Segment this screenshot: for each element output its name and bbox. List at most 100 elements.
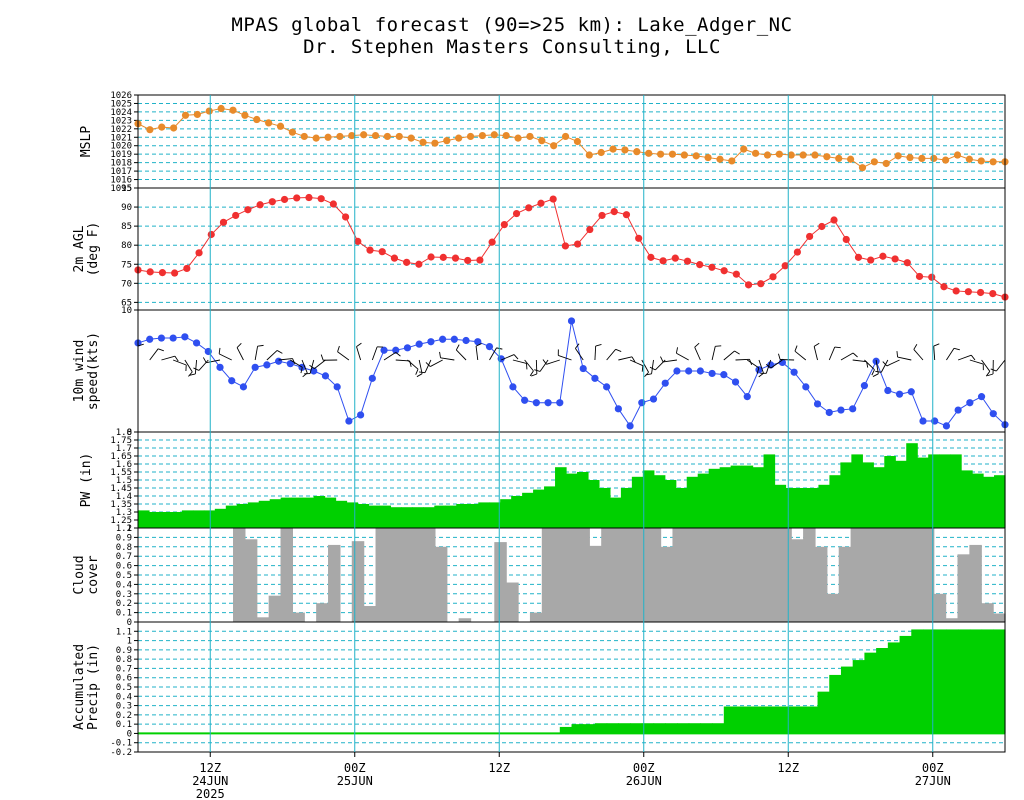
precip-bar	[876, 648, 889, 734]
pw-bar	[346, 502, 359, 528]
cloud-bar	[767, 528, 780, 622]
wind-barb-staff	[290, 359, 303, 368]
wind-point	[380, 346, 388, 354]
temp-ytick-label: 85	[121, 222, 132, 232]
cloud-bar	[280, 528, 293, 622]
wind-barb-staff	[194, 359, 198, 374]
mslp-point	[704, 153, 712, 162]
precip-bar	[817, 691, 830, 734]
precip-bar	[618, 723, 631, 734]
wind-barb-flag	[292, 358, 296, 365]
wind-point	[813, 400, 822, 408]
mslp-point	[478, 131, 487, 140]
pw-bar	[862, 462, 874, 528]
cloud-bar	[399, 528, 412, 622]
mslp-point	[158, 123, 166, 131]
wind-point	[251, 363, 259, 371]
pw-bar	[642, 470, 655, 528]
temp-point	[488, 238, 496, 246]
mslp-point	[395, 132, 403, 141]
wind-barb-flag	[990, 368, 997, 372]
mslp-point	[324, 133, 332, 141]
cloud-bar	[601, 528, 614, 622]
temp-point	[708, 263, 716, 271]
pw-bar	[192, 510, 205, 528]
wind-barb-flag	[257, 344, 264, 347]
cloud-bar	[292, 612, 305, 622]
cloud-bar	[411, 528, 424, 622]
temp-point	[659, 257, 667, 265]
cloud-ytick-label: 0.6	[116, 562, 132, 572]
mslp-point	[894, 152, 902, 160]
precip-ytick-label: 1.1	[116, 627, 132, 637]
temp-point	[427, 253, 435, 261]
wind-barb-flag	[309, 364, 315, 369]
cloud-bar	[933, 593, 947, 622]
cloud-bar	[921, 528, 935, 622]
precip-bar	[829, 674, 842, 734]
mslp-point	[288, 128, 296, 136]
mslp-point	[300, 132, 308, 141]
mslp-ytick-label: 1023	[110, 116, 132, 126]
wind-barb-staff	[676, 352, 689, 361]
mslp-point	[253, 115, 261, 124]
wind-point	[931, 417, 939, 425]
wind-barb-flag	[188, 371, 193, 377]
mslp-point	[977, 157, 985, 165]
temp-point	[451, 254, 460, 262]
cloud-bar	[494, 542, 507, 622]
wind-barb-staff	[407, 359, 419, 370]
wind-barb-flag	[660, 356, 664, 363]
mslp-point	[443, 137, 451, 145]
wind-point	[649, 395, 658, 403]
precip-bar	[559, 726, 573, 734]
cloud-bar	[351, 541, 365, 622]
title-line-1: MPAS global forecast (90=>25 km): Lake_A…	[231, 14, 793, 36]
pw-bar	[620, 488, 633, 528]
temp-point	[500, 221, 508, 229]
mslp-ytick-label: 1016	[110, 176, 132, 186]
cloud-bar	[719, 528, 733, 622]
pw-bar	[950, 454, 962, 528]
wind-barb-staff	[198, 359, 209, 371]
precip-bar	[899, 635, 912, 734]
wind-point	[333, 383, 341, 391]
pw-bar	[159, 512, 172, 528]
x-tick-label: 12Z	[777, 761, 799, 775]
pw-bar	[478, 502, 490, 528]
cloud-bar	[814, 546, 828, 622]
wind-barb-flag	[734, 350, 740, 355]
pw-ytick-label: 1.4	[116, 492, 132, 502]
temp-point	[598, 211, 606, 220]
mslp-point	[645, 149, 653, 157]
wind-point	[907, 388, 915, 396]
x-tick-year: 2025	[196, 787, 225, 800]
mslp-point	[360, 131, 368, 139]
mslp-point	[265, 119, 273, 127]
wind-point	[228, 377, 236, 385]
mslp-point	[419, 138, 427, 146]
temp-ytick-label: 80	[121, 241, 132, 251]
wind-point	[720, 371, 728, 379]
wind-point	[837, 406, 845, 414]
precip-ytick-label: 0.9	[116, 646, 132, 656]
temp-point	[464, 256, 472, 265]
mslp-point	[407, 134, 415, 142]
pw-bar	[258, 500, 271, 528]
pw-bar	[884, 456, 896, 528]
mslp-point	[870, 158, 878, 166]
pw-bar	[730, 465, 743, 528]
mslp-point	[751, 149, 760, 157]
cloud-axis-label: cover	[86, 555, 101, 594]
wind-barb-flag	[875, 370, 882, 373]
wind-barb-flag	[985, 371, 991, 377]
wind-barb-flag	[756, 367, 760, 374]
mslp-ytick-label: 1024	[110, 108, 132, 118]
mslp-frame	[137, 94, 1006, 189]
pw-bar	[906, 443, 918, 528]
wind-barb-staff	[278, 358, 293, 361]
pw-bar	[818, 484, 831, 528]
mslp-point	[728, 157, 736, 165]
cloud-bar	[423, 528, 436, 622]
pw-bar	[269, 499, 282, 528]
